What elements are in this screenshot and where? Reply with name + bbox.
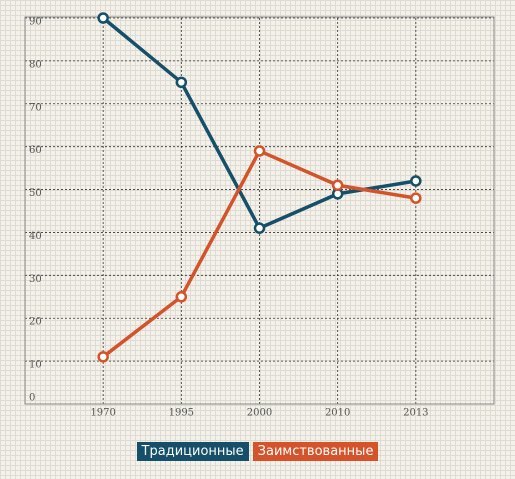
x-tick-label: 1995 xyxy=(169,408,194,419)
y-tick-label: 30 xyxy=(29,274,42,285)
point xyxy=(175,291,188,303)
x-tick-label: 1970 xyxy=(90,408,115,419)
legend-item[interactable]: Заимствованные xyxy=(252,442,379,461)
y-tick-label: 90 xyxy=(29,17,42,28)
series-line xyxy=(102,148,417,359)
y-tick-label: 10 xyxy=(29,360,42,371)
point xyxy=(331,179,344,192)
point xyxy=(410,175,422,187)
legend-item[interactable]: Традиционные xyxy=(136,442,249,461)
y-tick-label: 20 xyxy=(29,317,42,328)
y-tick-label: 40 xyxy=(29,231,42,242)
point xyxy=(253,145,266,157)
y-tick-label: 50 xyxy=(29,188,42,199)
x-tick-label: 2000 xyxy=(247,408,272,419)
y-tick-label: 80 xyxy=(29,59,42,70)
plot-border xyxy=(24,16,495,405)
x-tick-label: 2013 xyxy=(403,408,428,419)
point xyxy=(253,222,266,234)
point xyxy=(175,76,188,89)
y-tick-label: 0 xyxy=(29,393,35,404)
x-tick-label: 2010 xyxy=(325,408,350,419)
y-tick-label: 60 xyxy=(29,145,42,156)
point xyxy=(410,192,422,204)
point xyxy=(97,351,109,363)
point xyxy=(97,12,109,24)
y-tick-label: 70 xyxy=(29,102,42,113)
legend: Традиционные Заимствованные xyxy=(0,442,515,461)
